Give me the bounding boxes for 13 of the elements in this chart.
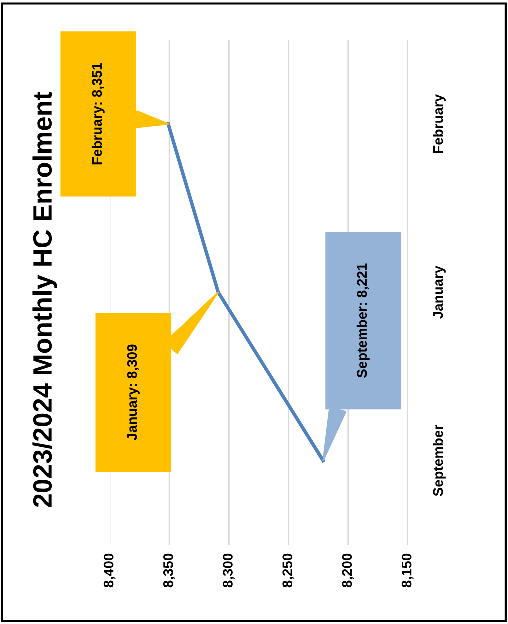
- x-tick-label: 8,300: [223, 554, 235, 588]
- y-tick-label: January: [434, 266, 446, 319]
- text: 2023/2024 Monthly HC Enrolment: [32, 92, 58, 508]
- text: February: 8,351: [92, 63, 105, 165]
- x-tick-label: 8,250: [282, 554, 295, 588]
- y-tick-label: September: [433, 425, 446, 496]
- x-tick-label: 8,200: [342, 554, 354, 588]
- annotation: September: 8,221: [356, 264, 370, 378]
- x-tick-label: 8,350: [163, 554, 176, 588]
- x-tick-label: 8,150: [402, 554, 414, 588]
- annotation: January: 8,309: [127, 344, 140, 441]
- x-tick-label: 8,400: [104, 554, 116, 588]
- y-tick-label: February: [433, 94, 446, 153]
